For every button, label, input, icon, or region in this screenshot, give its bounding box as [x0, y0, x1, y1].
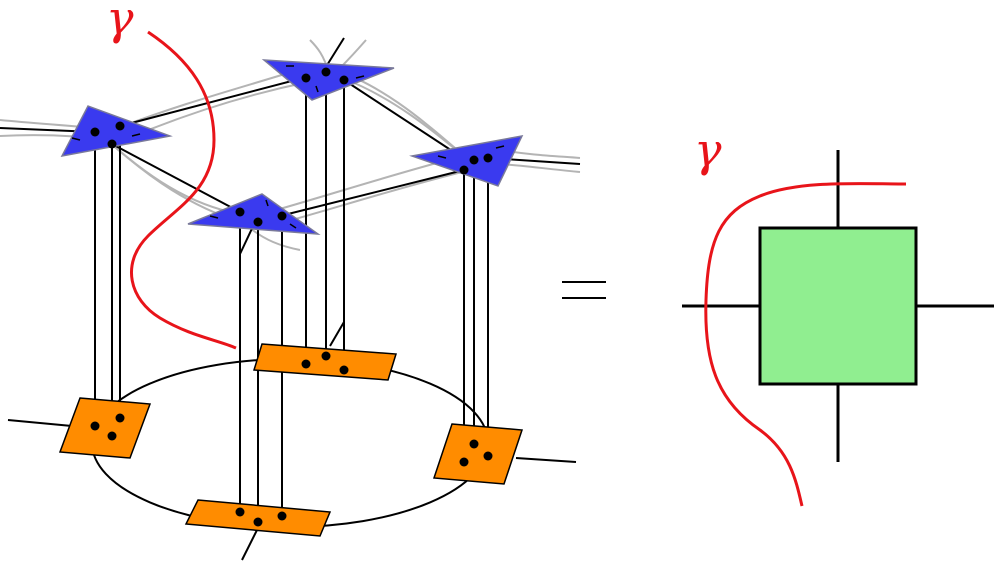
triangle-tensor — [261, 59, 395, 101]
bottom-tensors — [7, 321, 577, 561]
gamma-label-right: γ — [694, 123, 722, 177]
gamma-label-left: γ — [106, 0, 134, 45]
bottom-tensor-dots — [90, 351, 493, 527]
triangle-tensor — [187, 193, 321, 235]
gamma-curve-left — [130, 30, 237, 350]
gamma-curve-right — [704, 182, 907, 507]
left-network: γ — [0, 0, 581, 561]
top-tensors — [60, 59, 524, 235]
bottom-ring — [91, 358, 489, 528]
plate-tensor — [253, 343, 397, 381]
triangle-tensor — [409, 134, 524, 187]
right-tensor: γ — [682, 123, 994, 507]
top-tensor-dots — [90, 67, 493, 227]
green-square-tensor — [758, 226, 918, 386]
plate-tensor — [432, 423, 524, 485]
equals-sign — [562, 281, 606, 299]
vertical-legs — [94, 72, 489, 522]
tensor-legs — [682, 150, 994, 462]
plate-tensor — [58, 397, 152, 459]
